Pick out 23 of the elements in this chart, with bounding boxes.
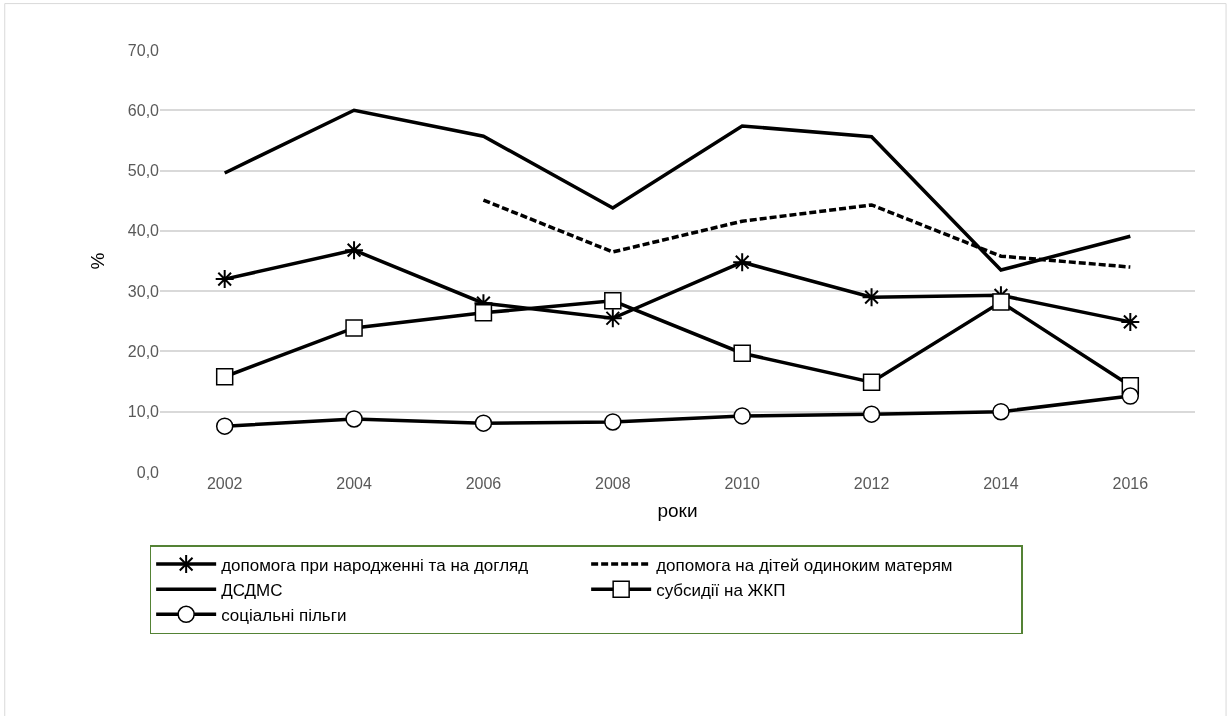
legend-label: допомога при народженні та на догляд [221, 555, 529, 575]
y-tick-label: 20,0 [127, 343, 160, 361]
y-tick-label: 60,0 [127, 101, 160, 119]
x-tick-label: 2008 [595, 475, 631, 492]
x-tick-label: 2002 [206, 475, 243, 492]
legend-label: ДСДМС [221, 580, 283, 600]
y-tick-label: 50,0 [127, 162, 160, 180]
x-tick-label: 2014 [983, 475, 1019, 492]
y-axis-title: % [86, 252, 108, 270]
x-tick-label: 2012 [853, 475, 890, 492]
x-tick-label: 2016 [1112, 475, 1149, 492]
legend-label: субсидії на ЖКП [656, 580, 786, 600]
x-axis-title: роки [657, 499, 698, 521]
y-tick-label: 40,0 [127, 222, 160, 240]
y-tick-label: 0,0 [136, 463, 160, 481]
legend-label: соціальні пільги [221, 605, 347, 625]
x-tick-label: 2004 [336, 475, 372, 492]
y-tick-label: 10,0 [127, 403, 160, 421]
y-tick-label: 70,0 [127, 41, 160, 59]
x-tick-label: 2006 [465, 475, 502, 492]
legend-label: допомога на дітей одиноким матерям [656, 555, 953, 575]
y-tick-label: 30,0 [127, 282, 160, 300]
x-tick-label: 2010 [724, 475, 761, 492]
